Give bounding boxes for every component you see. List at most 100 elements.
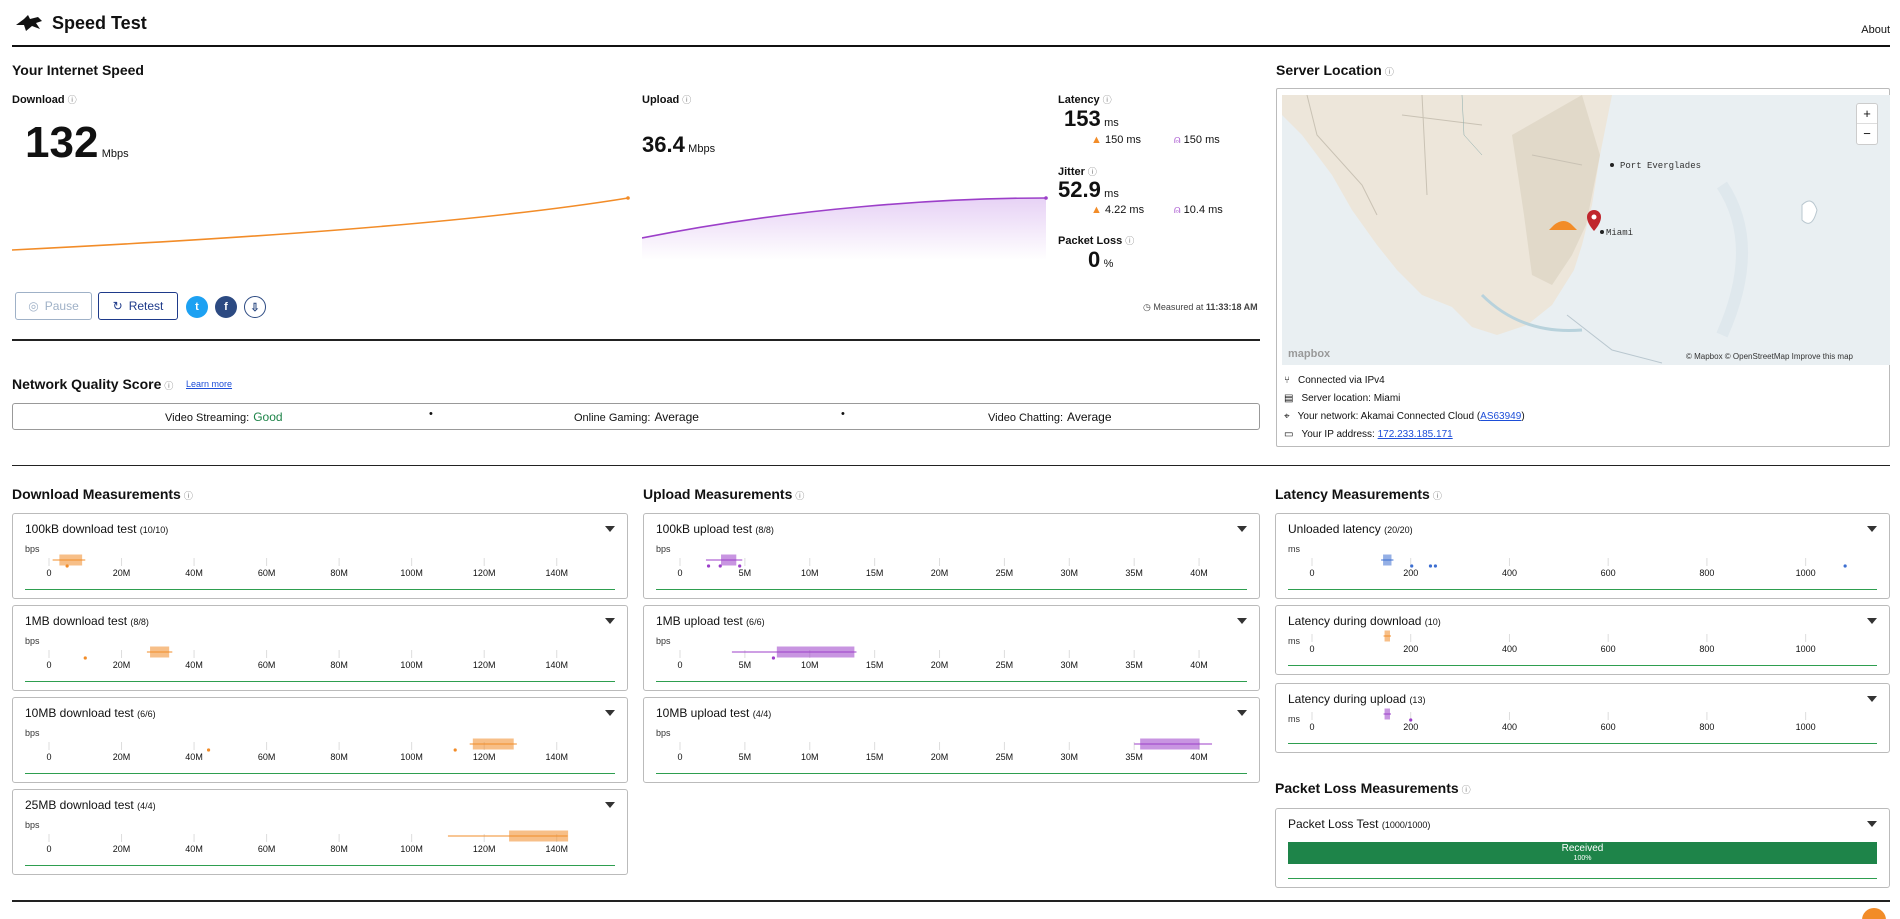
tick-label: 40M — [185, 568, 203, 578]
chevron-down-icon[interactable] — [1237, 618, 1247, 624]
footer-divider — [12, 900, 1890, 902]
card-title[interactable]: 25MB download test (4/4) — [25, 798, 156, 812]
card-title[interactable]: Latency during download (10) — [1288, 614, 1441, 628]
nq-video-chatting: Video Chatting: Average — [988, 410, 1112, 424]
iqr-box — [509, 830, 569, 842]
baseline — [1288, 665, 1877, 666]
logo-icon — [16, 15, 42, 31]
info-icon: ⓘ — [1087, 167, 1097, 177]
download-results-button[interactable]: ⇩ — [244, 296, 266, 318]
baseline — [1288, 743, 1877, 744]
retest-button[interactable]: ↻ Retest — [98, 292, 178, 320]
tick-label: 0 — [46, 752, 52, 762]
twitter-icon: t — [195, 301, 199, 313]
upload-measurements-title: Upload Measurements ⓘ — [643, 486, 805, 502]
id-card-icon: ▭ — [1284, 428, 1294, 440]
tick-label: 10M — [800, 752, 819, 762]
tick-label: 30M — [1060, 752, 1079, 762]
facebook-share-button[interactable]: f — [215, 296, 237, 318]
about-link[interactable]: About — [1861, 24, 1890, 36]
outlier-point — [718, 564, 722, 568]
tick-label: 15M — [865, 568, 884, 578]
tick-label: 20M — [112, 660, 131, 670]
nq-video-streaming: Video Streaming: Good — [165, 410, 283, 424]
tick-label: 20M — [112, 844, 131, 854]
learn-more-link[interactable]: Learn more — [186, 379, 233, 389]
map-label-city: Miami — [1606, 228, 1633, 238]
tick-label: 400 — [1501, 722, 1517, 732]
axis-unit: bps — [25, 544, 40, 554]
network-row: ⌖ Your network: Akamai Connected Cloud (A… — [1284, 410, 1525, 422]
box-plot — [48, 646, 558, 660]
info-icon: ⓘ — [1125, 236, 1135, 246]
chevron-down-icon[interactable] — [605, 802, 615, 808]
twitter-share-button[interactable]: t — [186, 296, 208, 318]
outlier-point — [206, 748, 211, 752]
chevron-down-icon[interactable] — [1867, 696, 1877, 702]
card-title[interactable]: 1MB upload test (6/6) — [656, 614, 765, 628]
tick-label: 140M — [545, 844, 568, 854]
header-divider — [12, 45, 1890, 47]
packet-loss-value: 0 % — [1088, 247, 1114, 272]
card-title[interactable]: Latency during upload (13) — [1288, 692, 1426, 706]
card-title[interactable]: 10MB upload test (4/4) — [656, 706, 772, 720]
speed-section-title: Your Internet Speed — [12, 62, 144, 78]
chevron-down-icon[interactable] — [1867, 526, 1877, 532]
tick-label: 25M — [995, 752, 1014, 762]
measured-at: ◷ Measured at 11:33:18 AM — [1143, 302, 1258, 312]
outlier-point — [1843, 564, 1847, 568]
download-speed-curve — [12, 196, 630, 251]
chevron-down-icon[interactable] — [1237, 710, 1247, 716]
card-title[interactable]: 1MB download test (8/8) — [25, 614, 149, 628]
info-icon: ⓘ — [1461, 785, 1471, 795]
axis-ticks: 0 20M 40M 60M 80M 100M 120M 140M — [46, 568, 615, 580]
server-map[interactable]: Port Everglades Miami mapbox © Mapbox © … — [1282, 95, 1890, 365]
ip-link[interactable]: 172.233.185.171 — [1377, 428, 1453, 440]
tick-label: 60M — [257, 568, 276, 578]
card-title[interactable]: Unloaded latency (20/20) — [1288, 522, 1413, 536]
chevron-down-icon[interactable] — [605, 526, 615, 532]
chevron-down-icon[interactable] — [1867, 821, 1877, 827]
chevron-down-icon[interactable] — [605, 618, 615, 624]
chevron-down-icon[interactable] — [605, 710, 615, 716]
section-divider-2 — [12, 465, 1890, 466]
outlier-point — [1409, 718, 1413, 722]
pause-button[interactable]: ◎ Pause — [15, 292, 92, 320]
card-title[interactable]: 100kB download test (10/10) — [25, 522, 169, 536]
tick-label: 20M — [930, 568, 949, 578]
tick-label: 60M — [257, 844, 276, 854]
chevron-down-icon[interactable] — [1867, 618, 1877, 624]
outlier-point — [453, 748, 457, 752]
tick-label: 80M — [330, 660, 348, 670]
packet-loss-card-title[interactable]: Packet Loss Test (1000/1000) — [1288, 817, 1431, 831]
tick-label: 120M — [472, 752, 496, 762]
card-title[interactable]: 100kB upload test (8/8) — [656, 522, 774, 536]
latency-measurement-card: Latency during download (10) ms 0 200 400 600… — [1275, 605, 1890, 675]
jitter-down: ▲ 4.22 ms — [1091, 204, 1145, 216]
app-title: Speed Test — [52, 13, 147, 33]
asn-link[interactable]: AS63949 — [1480, 410, 1522, 422]
baseline — [25, 589, 615, 590]
chevron-down-icon[interactable] — [1237, 526, 1247, 532]
box-plot — [1311, 630, 1807, 642]
axis-ticks: 0 200 400 600 800 1000 — [1309, 722, 1877, 734]
zoom-out-button[interactable]: − — [1863, 126, 1871, 141]
ip-row: ▭ Your IP address: 172.233.185.171 — [1284, 428, 1453, 440]
tick-label: 0 — [46, 568, 52, 578]
bullet-separator: • — [429, 408, 433, 420]
zoom-in-button[interactable]: + — [1857, 104, 1877, 124]
tick-label: 0 — [46, 660, 52, 670]
tick-label: 1000 — [1795, 568, 1816, 578]
iqr-box — [776, 646, 855, 658]
iqr-box — [721, 554, 737, 566]
axis-unit: bps — [656, 728, 671, 738]
axis-ticks: 0 5M 10M 15M 20M 25M 30M 35M 40M — [677, 752, 1247, 764]
iqr-box — [150, 646, 170, 658]
tick-label: 35M — [1125, 568, 1143, 578]
download-measurement-card: 25MB download test (4/4) bps 0 20M 40M 60M 80M… — [12, 789, 628, 875]
tick-label: 400 — [1501, 644, 1517, 654]
box-plot — [1311, 708, 1807, 722]
card-title[interactable]: 10MB download test (6/6) — [25, 706, 156, 720]
tick-label: 5M — [738, 660, 752, 670]
baseline — [1288, 878, 1877, 879]
